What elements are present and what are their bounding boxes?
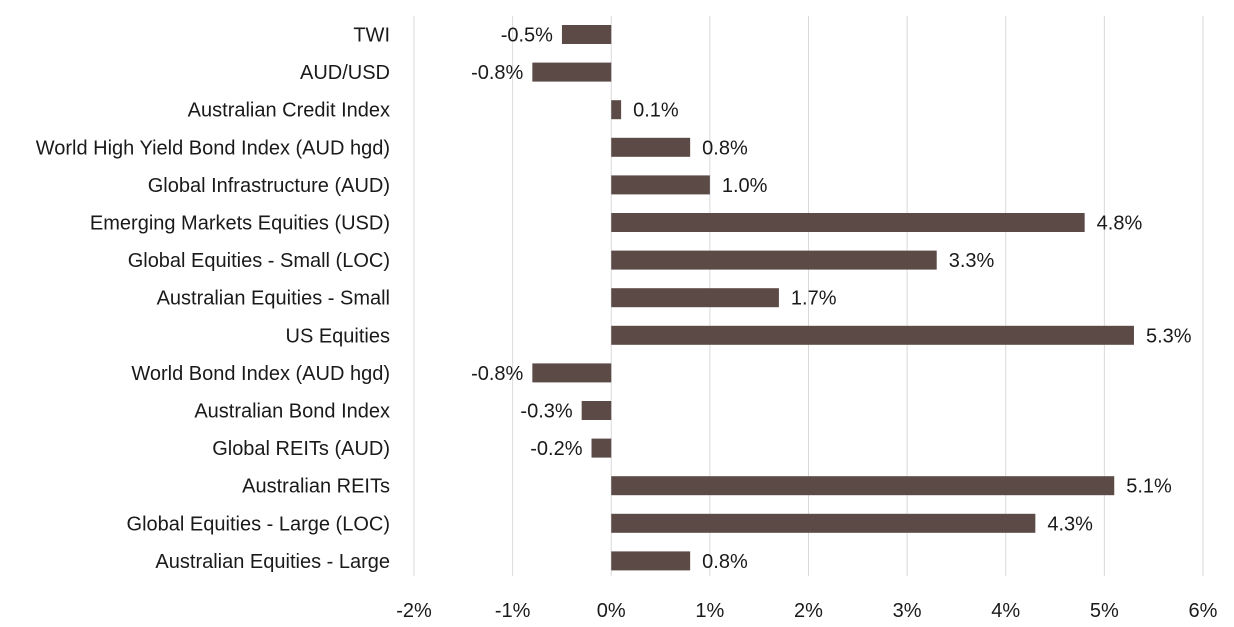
bar [611, 476, 1115, 496]
category-label: Australian REITs [242, 476, 390, 498]
x-tick-label: 3% [893, 600, 922, 622]
category-label: Emerging Markets Equities (USD) [90, 213, 390, 235]
category-label: Global Equities - Small (LOC) [128, 250, 390, 272]
category-label: AUD/USD [300, 62, 390, 84]
value-label: -0.3% [520, 401, 572, 423]
x-tick-label: 4% [991, 600, 1020, 622]
value-label: 1.0% [722, 175, 768, 197]
bar [611, 250, 937, 270]
x-tick-label: 2% [794, 600, 823, 622]
value-label: 3.3% [949, 250, 995, 272]
bar [532, 62, 612, 82]
bar [611, 100, 622, 120]
category-label: Global Equities - Large (LOC) [127, 513, 390, 535]
x-tick-label: 1% [695, 600, 724, 622]
bar [611, 213, 1085, 232]
value-label: 1.7% [791, 288, 837, 310]
value-label: 4.3% [1047, 513, 1093, 535]
category-label: Australian Bond Index [194, 401, 390, 423]
category-label: Global Infrastructure (AUD) [148, 175, 390, 197]
value-labels: -0.5% -0.8% 0.1% 0.8% 1.0% 4.8% 3.3% 1.7% 5.3% -0… [471, 25, 1192, 573]
x-tick-label: 5% [1090, 600, 1119, 622]
x-tick-label: -2% [396, 600, 432, 622]
x-tick-label: -1% [495, 600, 531, 622]
bar [611, 137, 691, 157]
category-label: Australian Equities - Small [157, 288, 390, 310]
bar [561, 25, 612, 44]
bar [591, 438, 612, 458]
value-label: 5.1% [1126, 476, 1172, 498]
value-label: 0.8% [702, 551, 748, 573]
category-label: US Equities [286, 325, 391, 347]
value-label: 0.1% [633, 100, 679, 122]
value-label: -0.5% [501, 25, 553, 47]
bar [611, 513, 1036, 533]
x-tick-label: 6% [1189, 600, 1218, 622]
bar [611, 551, 691, 571]
value-label: 5.3% [1146, 325, 1192, 347]
bar [611, 325, 1134, 345]
value-label: -0.2% [530, 438, 582, 460]
value-label: 4.8% [1097, 213, 1143, 235]
bar [611, 288, 779, 308]
category-label: Global REITs (AUD) [212, 438, 390, 460]
value-label: -0.8% [471, 62, 523, 84]
bars [532, 25, 1134, 571]
category-label: World High Yield Bond Index (AUD hgd) [36, 137, 390, 159]
x-axis: -2% -1% 0% 1% 2% 3% 4% 5% 6% [396, 600, 1217, 622]
category-labels: TWI AUD/USD Australian Credit Index World H… [36, 25, 390, 573]
category-label: Australian Equities - Large [155, 551, 390, 573]
x-tick-label: 0% [597, 600, 626, 622]
value-label: -0.8% [471, 363, 523, 385]
value-label: 0.8% [702, 137, 748, 159]
bar [581, 401, 612, 420]
bar [532, 363, 612, 383]
category-label: World Bond Index (AUD hgd) [131, 363, 390, 385]
bar [611, 175, 710, 195]
category-label: Australian Credit Index [188, 100, 390, 122]
category-label: TWI [353, 25, 390, 47]
